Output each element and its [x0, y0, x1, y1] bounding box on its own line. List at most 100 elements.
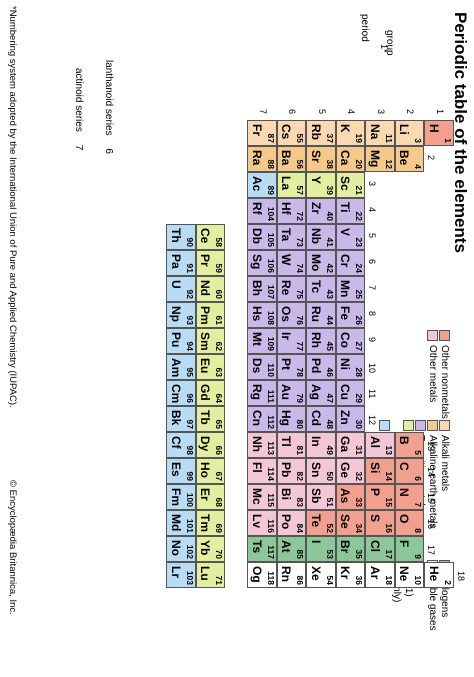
element-cell: 51 Sb [306, 484, 336, 510]
element-symbol: Cm [169, 384, 183, 404]
atomic-number: 67 [214, 471, 225, 481]
element-symbol: Br [338, 540, 353, 554]
element-cell: 40 Zr [306, 198, 336, 224]
atomic-number: 5 [413, 450, 424, 455]
element-symbol: Sc [338, 176, 353, 191]
actinoid-series-text: actinoid series [73, 68, 84, 132]
legend-swatch [427, 420, 438, 431]
atomic-number: 83 [295, 497, 306, 507]
element-cell: 43 Tc [306, 276, 336, 302]
element-symbol: Gd [198, 384, 213, 401]
element-cell: 11 Na [365, 120, 395, 146]
element-cell: 73 Ta [277, 224, 307, 250]
element-symbol: Se [338, 514, 353, 529]
atomic-number: 58 [214, 237, 225, 247]
element-symbol: Rf [250, 202, 264, 215]
element-cell: 88 Ra [247, 146, 277, 172]
atomic-number: 61 [214, 315, 225, 325]
atomic-number: 109 [266, 336, 276, 351]
element-symbol: V [338, 228, 353, 237]
element-cell: 104 Rf [247, 198, 277, 224]
actinoid-series-number: 7 [73, 144, 84, 151]
atomic-number: 37 [325, 133, 335, 143]
atomic-number: 82 [295, 471, 306, 481]
atomic-number: 55 [295, 133, 306, 143]
atomic-number: 102 [185, 544, 195, 559]
element-symbol: Ti [338, 202, 353, 213]
atomic-number: 52 [325, 523, 335, 533]
atomic-number: 118 [266, 571, 276, 585]
atomic-number: 10 [413, 575, 424, 585]
element-symbol: Bi [279, 488, 294, 500]
atomic-number: 93 [185, 315, 195, 325]
element-cell: 116 Lv [247, 510, 277, 536]
atomic-number: 110 [266, 363, 276, 377]
element-cell: 53 I [306, 536, 336, 562]
period-number: 5 [317, 109, 327, 115]
atomic-number: 36 [354, 575, 365, 585]
legend-swatch [379, 420, 390, 431]
element-symbol: Ts [250, 540, 264, 554]
element-cell: 48 Cd [306, 406, 336, 432]
element-symbol: Og [250, 566, 264, 583]
element-symbol: Mt [250, 332, 264, 346]
group-number: 16 [426, 519, 437, 530]
element-symbol: Sn [309, 462, 323, 478]
element-symbol: Ac [250, 176, 264, 192]
atomic-number: 1 [443, 138, 453, 143]
element-symbol: Cl [368, 540, 382, 552]
element-symbol: He [427, 566, 441, 582]
atomic-number: 57 [295, 185, 306, 195]
element-cell: 114 Fl [247, 458, 277, 484]
element-cell: 19 K [336, 120, 366, 146]
element-cell: 15 P [365, 484, 395, 510]
element-symbol: Os [279, 306, 294, 323]
element-cell: 27 Co [336, 328, 366, 354]
atomic-number: 86 [295, 575, 306, 585]
period-label: period [359, 14, 370, 42]
group-number: 18 [456, 571, 466, 582]
element-cell: 52 Te [306, 510, 336, 536]
element-symbol: Pt [279, 358, 294, 370]
element-cell: 112 Cn [247, 406, 277, 432]
element-symbol: O [397, 514, 412, 524]
element-cell: 54 Xe [306, 562, 336, 588]
atomic-number: 8 [413, 528, 424, 533]
element-symbol: Lr [169, 566, 183, 578]
atomic-number: 12 [384, 159, 394, 169]
atomic-number: 91 [185, 263, 195, 273]
atomic-number: 100 [185, 492, 195, 507]
atomic-number: 116 [266, 519, 276, 533]
atomic-number: 115 [266, 493, 276, 507]
element-cell: 91 Pa [166, 250, 196, 276]
element-cell: 61 Pm [196, 302, 226, 328]
element-cell: 96 Cm [166, 380, 196, 406]
element-cell: 56 Ba [277, 146, 307, 172]
element-cell: 13 Al [365, 432, 395, 458]
atomic-number: 114 [266, 467, 276, 481]
group-number: 15 [426, 493, 437, 504]
atomic-number: 71 [214, 575, 225, 585]
atomic-number: 48 [325, 419, 335, 429]
group-number: 14 [426, 467, 437, 478]
element-symbol: Nh [250, 436, 264, 452]
atomic-number: 62 [214, 341, 225, 351]
element-cell: 57 La [277, 172, 307, 198]
element-cell: 115 Mc [247, 484, 277, 510]
atomic-number: 87 [266, 133, 276, 143]
element-cell: 47 Ag [306, 380, 336, 406]
element-cell: 107 Bh [247, 276, 277, 302]
element-cell: 55 Cs [277, 120, 307, 146]
atomic-number: 3 [413, 138, 424, 143]
element-symbol: Au [279, 384, 294, 400]
element-symbol: Lv [250, 514, 264, 529]
group-number: 2 [426, 155, 437, 161]
element-symbol: Sr [309, 150, 323, 163]
atomic-number: 97 [185, 419, 195, 429]
atomic-number: 106 [266, 258, 276, 273]
element-symbol: Am [169, 358, 183, 378]
element-cell: 109 Mt [247, 328, 277, 354]
element-symbol: Cn [250, 410, 264, 426]
atomic-number: 20 [354, 159, 365, 169]
